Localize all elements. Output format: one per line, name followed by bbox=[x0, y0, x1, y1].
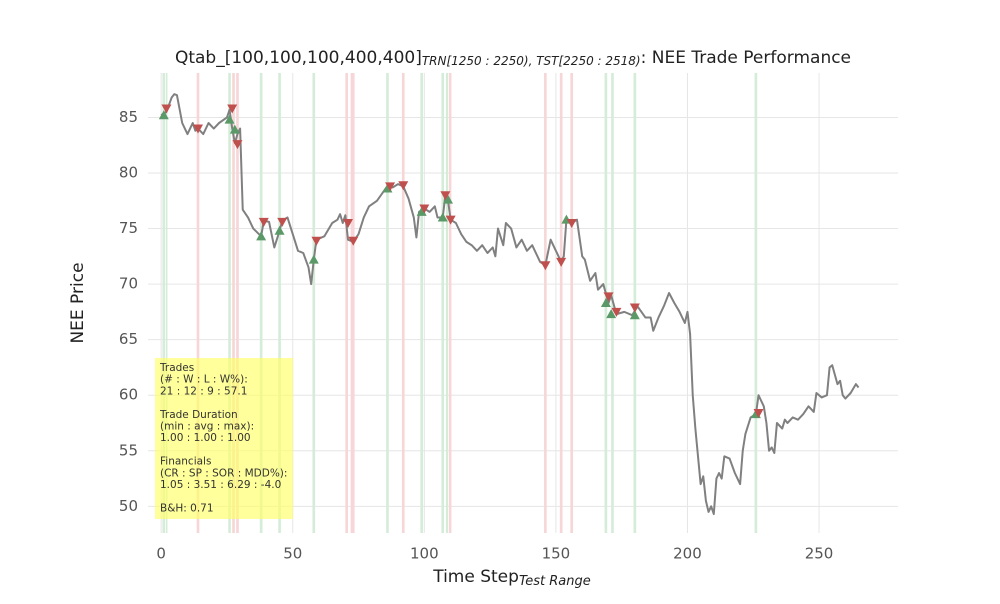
x-title-main: Time Step bbox=[432, 567, 519, 587]
x-tick-label: 0 bbox=[156, 545, 166, 563]
trade-span bbox=[165, 73, 168, 533]
annotation-text: 1.00 : 1.00 : 1.00 bbox=[160, 432, 251, 444]
trade-span bbox=[236, 73, 239, 533]
trade-span bbox=[441, 73, 445, 533]
y-tick-label: 80 bbox=[119, 164, 138, 182]
sell-marker bbox=[611, 307, 622, 317]
x-title-sub: Test Range bbox=[519, 574, 591, 589]
y-tick-label: 55 bbox=[119, 441, 138, 459]
annotation-text: 21 : 12 : 9 : 57.1 bbox=[160, 385, 247, 397]
y-axis-title: NEE Price bbox=[68, 262, 88, 343]
annotation-text: Trades bbox=[159, 362, 194, 374]
trade-span bbox=[559, 73, 563, 533]
annotation-box bbox=[155, 358, 293, 519]
buy-marker bbox=[256, 231, 267, 241]
x-tick-label: 250 bbox=[805, 545, 834, 563]
trade-span bbox=[386, 73, 389, 533]
trade-span bbox=[754, 73, 758, 533]
sell-marker bbox=[348, 236, 359, 246]
buy-marker bbox=[229, 124, 240, 134]
trade-span bbox=[228, 73, 231, 533]
trade-span bbox=[350, 73, 355, 533]
annotation-text: (min : avg : max): bbox=[160, 421, 254, 433]
trade-span bbox=[448, 73, 452, 533]
sell-marker bbox=[398, 181, 409, 191]
buy-marker bbox=[600, 298, 611, 307]
sell-marker bbox=[445, 215, 456, 225]
sell-marker bbox=[227, 104, 238, 114]
annotation-text: B&H: 0.71 bbox=[160, 502, 214, 514]
trade-span bbox=[278, 73, 281, 533]
x-tick-label: 150 bbox=[542, 545, 571, 563]
trade-span bbox=[312, 73, 316, 533]
title-sub: TRN[1250 : 2250), TST[2250 : 2518) bbox=[422, 54, 641, 68]
buy-marker bbox=[416, 206, 427, 216]
sell-marker bbox=[193, 124, 203, 134]
title-main: Qtab_[100,100,100,400,400] bbox=[175, 48, 422, 68]
y-tick-label: 85 bbox=[119, 108, 138, 126]
plot-area: 50 55 60 65 70 75 80 85 0 50 100 150 200 250 Trades(# … bbox=[119, 73, 898, 563]
x-tick-label: 50 bbox=[283, 545, 302, 563]
annotation-text: (# : W : L : W%): bbox=[160, 374, 248, 386]
sell-marker bbox=[419, 204, 430, 214]
sell-marker bbox=[277, 217, 288, 227]
annotation-text: 1.05 : 3.51 : 6.29 : -4.0 bbox=[160, 479, 281, 491]
trade-span bbox=[232, 73, 235, 533]
annotation-text: Financials bbox=[160, 456, 211, 468]
annotation-text: (CR : SP : SOR : MDD%): bbox=[160, 467, 287, 479]
sell-marker bbox=[566, 219, 577, 228]
sell-marker bbox=[311, 236, 322, 246]
sell-marker bbox=[161, 104, 172, 114]
sell-marker bbox=[540, 261, 551, 271]
buy-marker bbox=[629, 310, 640, 320]
trade-span bbox=[570, 73, 573, 533]
sell-marker bbox=[629, 303, 640, 313]
buy-marker bbox=[437, 212, 448, 222]
buy-marker bbox=[224, 114, 235, 124]
y-tick-label: 50 bbox=[119, 497, 138, 515]
sell-marker bbox=[603, 292, 614, 302]
y-tick-label: 75 bbox=[119, 219, 138, 237]
buy-marker bbox=[158, 110, 169, 120]
sell-marker bbox=[385, 182, 396, 192]
buy-marker bbox=[274, 225, 285, 235]
chart-title: Qtab_[100,100,100,400,400]TRN[1250 : 225… bbox=[175, 48, 851, 68]
sell-marker bbox=[258, 217, 269, 227]
trade-span bbox=[196, 73, 200, 533]
annotation-text: Trade Duration bbox=[159, 409, 238, 421]
sell-marker bbox=[753, 409, 764, 418]
trade-span bbox=[445, 73, 448, 533]
trade-span bbox=[401, 73, 405, 533]
buy-marker bbox=[443, 194, 453, 204]
buy-marker bbox=[308, 254, 319, 264]
sell-marker bbox=[556, 257, 567, 267]
x-tick-label: 200 bbox=[673, 545, 702, 563]
sell-marker bbox=[440, 191, 451, 201]
buy-marker bbox=[606, 309, 617, 319]
trade-span bbox=[162, 73, 166, 533]
sell-marker bbox=[232, 140, 243, 150]
sell-marker bbox=[343, 219, 353, 228]
trade-span bbox=[544, 73, 547, 533]
title-tail: : NEE Trade Performance bbox=[641, 48, 851, 68]
y-tick-label: 65 bbox=[119, 330, 138, 348]
x-tick-label: 100 bbox=[410, 545, 439, 563]
x-axis-title: Time StepTest Range bbox=[432, 567, 591, 589]
trade-span bbox=[420, 73, 423, 533]
y-tick-label: 60 bbox=[119, 386, 138, 404]
trade-span bbox=[345, 73, 348, 533]
y-tick-label: 70 bbox=[119, 275, 138, 293]
trade-span bbox=[259, 73, 263, 533]
trade-span bbox=[633, 73, 637, 533]
